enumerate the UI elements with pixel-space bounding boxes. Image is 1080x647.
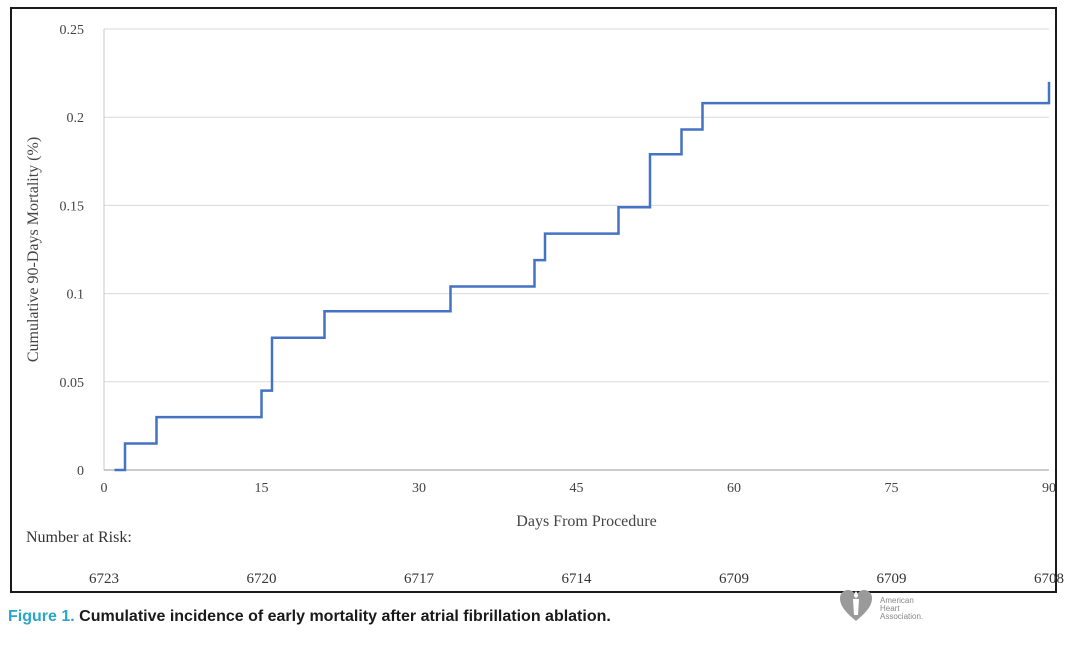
- x-tick-label: 0: [101, 481, 108, 496]
- km-chart: 0 0.05 0.1 0.15 0.2 0.25 0 15 30 45 60 75 90 Cumulati…: [25, 23, 1055, 530]
- heart-torch-icon: [840, 590, 872, 621]
- risk-value: 6714: [561, 571, 592, 587]
- y-tick-label: 0.05: [60, 376, 85, 391]
- cumulative-incidence-line: [114, 81, 1051, 472]
- x-tick-label: 15: [255, 481, 269, 496]
- risk-value: 6720: [246, 571, 277, 587]
- risk-value: 6708: [1034, 571, 1064, 587]
- risk-value: 6709: [719, 571, 749, 587]
- x-axis-title: Days From Procedure: [516, 513, 656, 530]
- figure-frame: 0 0.05 0.1 0.15 0.2 0.25 0 15 30 45 60 75 90 Cumulati…: [10, 7, 1064, 593]
- y-tick-label: 0.15: [60, 199, 85, 214]
- x-tick-label: 30: [412, 481, 426, 496]
- x-tick-label: 45: [570, 481, 584, 496]
- risk-value: 6723: [89, 571, 119, 587]
- risk-value: 6709: [876, 571, 907, 587]
- figure-caption-text: Cumulative incidence of early mortality …: [79, 608, 611, 625]
- risk-table-title: Number at Risk:: [26, 529, 132, 546]
- y-tick-label: 0: [77, 464, 84, 479]
- risk-value: 6717: [404, 571, 434, 587]
- y-tick-label: 0.25: [60, 23, 85, 38]
- y-tick-label: 0.1: [67, 288, 85, 303]
- y-axis-title: Cumulative 90-Days Mortality (%): [25, 137, 42, 362]
- figure-caption: Figure 1. Cumulative incidence of early …: [8, 608, 611, 626]
- aha-logo: American Heart Association.: [836, 585, 946, 631]
- x-tick-label: 75: [885, 481, 899, 496]
- y-tick-label: 0.2: [67, 111, 85, 126]
- figure-label: Figure 1.: [8, 608, 75, 625]
- x-tick-label: 90: [1042, 481, 1055, 496]
- aha-logo-text: American Heart Association.: [880, 596, 924, 621]
- x-tick-label: 60: [727, 481, 741, 496]
